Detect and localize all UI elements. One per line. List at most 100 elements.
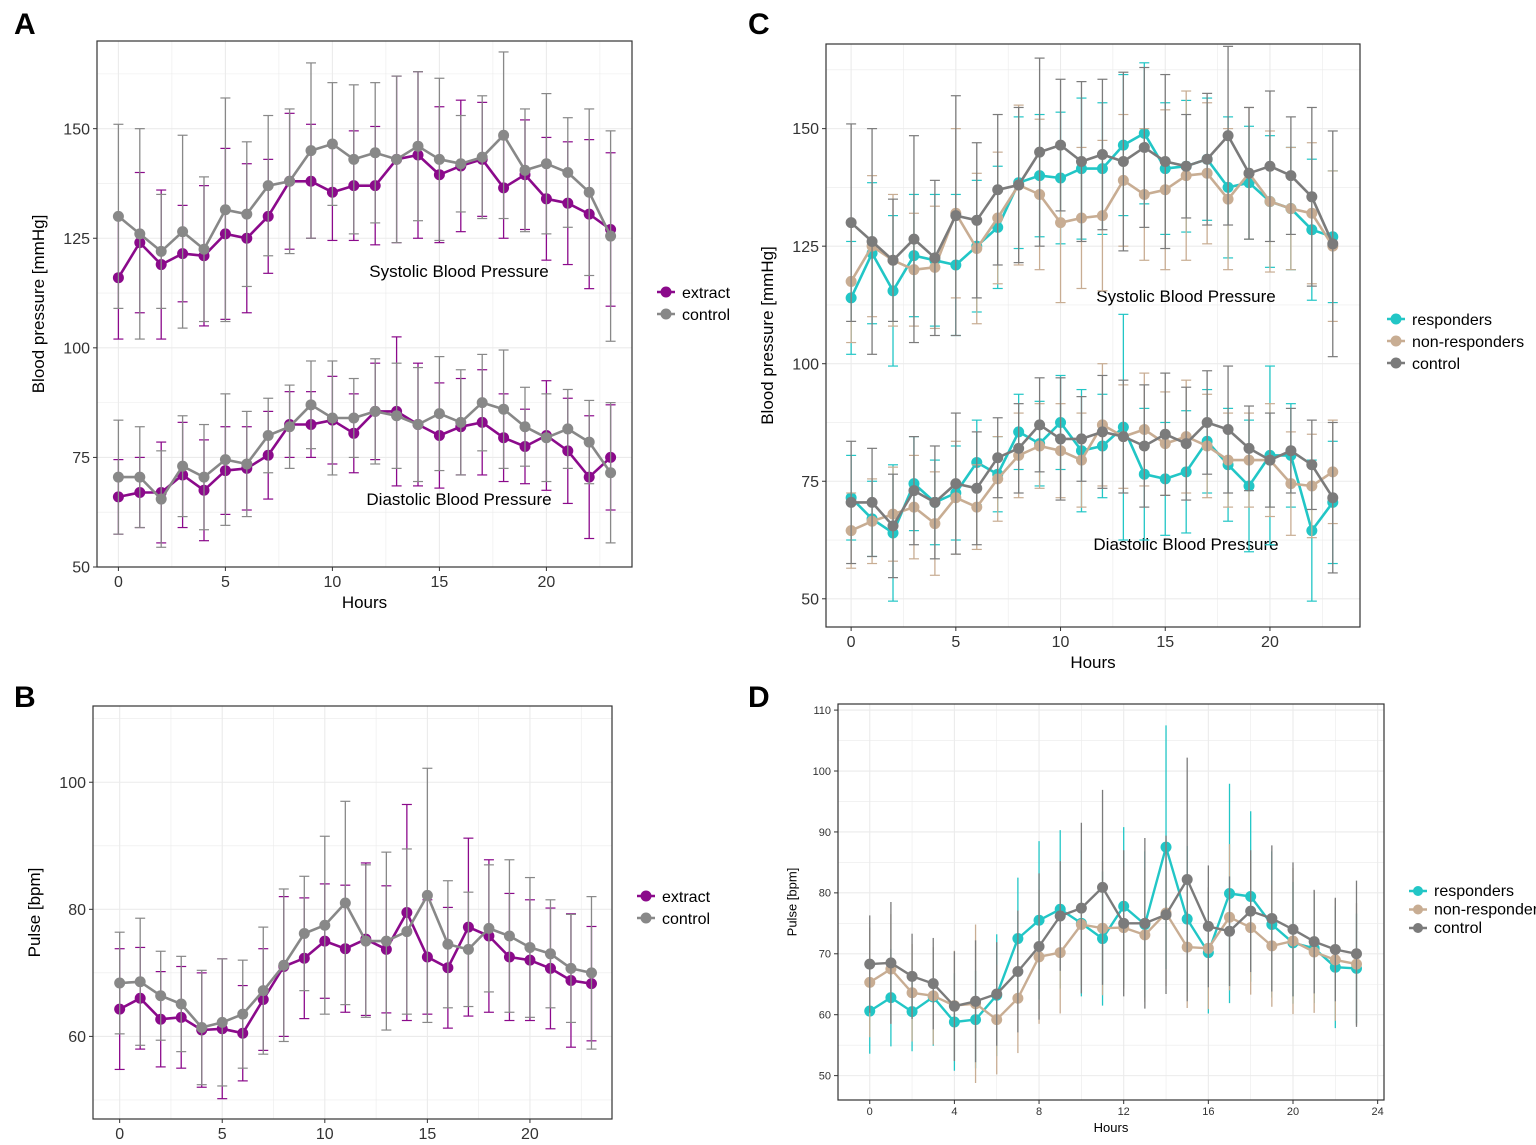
data-point bbox=[1138, 440, 1150, 452]
data-point bbox=[1013, 179, 1025, 191]
legend-label: non-responders bbox=[1434, 901, 1536, 918]
data-point bbox=[134, 471, 146, 483]
data-point bbox=[198, 471, 210, 483]
legend-item-control: control bbox=[657, 307, 730, 324]
plot-border bbox=[92, 705, 613, 1120]
data-point bbox=[519, 421, 531, 433]
legend-label: extract bbox=[682, 285, 731, 302]
data-point bbox=[1013, 442, 1025, 454]
x-tick-label: 8 bbox=[1036, 1106, 1042, 1118]
data-point bbox=[503, 930, 515, 942]
x-tick-label: 0 bbox=[115, 1126, 124, 1143]
x-tick-label: 20 bbox=[538, 574, 556, 591]
data-point bbox=[498, 403, 510, 415]
data-point bbox=[1266, 912, 1278, 924]
legend-item-responders: responders bbox=[1409, 883, 1514, 900]
legend-label: responders bbox=[1412, 312, 1492, 329]
legend-item-control: control bbox=[637, 911, 710, 928]
data-point bbox=[1096, 148, 1108, 160]
data-point bbox=[1285, 170, 1297, 182]
data-point bbox=[908, 485, 920, 497]
data-point bbox=[278, 959, 290, 971]
data-point bbox=[991, 988, 1003, 1000]
x-tick-label: 0 bbox=[847, 634, 856, 651]
x-axis-title: Hours bbox=[342, 593, 387, 612]
data-point bbox=[1117, 431, 1129, 443]
data-point bbox=[1160, 909, 1172, 921]
data-point bbox=[155, 990, 167, 1002]
data-point bbox=[391, 410, 403, 422]
annotation-diastolic: Diastolic Blood Pressure bbox=[366, 490, 551, 509]
y-tick-label: 70 bbox=[819, 949, 831, 961]
data-point bbox=[305, 145, 317, 157]
legend-label: control bbox=[1434, 920, 1482, 937]
data-point bbox=[908, 233, 920, 245]
x-axis-title: Hours bbox=[1070, 653, 1115, 672]
plot-border bbox=[837, 703, 1385, 1101]
data-point bbox=[284, 175, 296, 187]
data-point bbox=[971, 482, 983, 494]
data-point bbox=[360, 935, 372, 947]
data-point bbox=[476, 397, 488, 409]
data-point bbox=[1306, 191, 1318, 203]
data-point bbox=[1245, 905, 1257, 917]
y-tick-label: 125 bbox=[792, 239, 819, 256]
data-point bbox=[112, 471, 124, 483]
x-tick-label: 20 bbox=[521, 1126, 539, 1143]
data-point bbox=[524, 941, 536, 953]
data-point bbox=[1075, 902, 1087, 914]
data-point bbox=[1243, 442, 1255, 454]
data-point bbox=[369, 147, 381, 159]
x-tick-label: 0 bbox=[114, 574, 123, 591]
data-point bbox=[1329, 944, 1341, 956]
data-point bbox=[1159, 428, 1171, 440]
legend-key-point bbox=[660, 286, 672, 298]
data-point bbox=[1118, 917, 1130, 929]
data-layer bbox=[864, 725, 1362, 1083]
y-tick-label: 150 bbox=[792, 121, 819, 138]
data-point bbox=[175, 998, 187, 1010]
data-point bbox=[391, 153, 403, 165]
data-point bbox=[562, 423, 574, 435]
data-point bbox=[1285, 445, 1297, 457]
y-axis-title: Blood pressure [mmHg] bbox=[29, 215, 48, 394]
data-point bbox=[1201, 416, 1213, 428]
data-point bbox=[476, 151, 488, 163]
data-point bbox=[1034, 146, 1046, 158]
data-point bbox=[1139, 917, 1151, 929]
y-tick-label: 150 bbox=[63, 121, 90, 138]
data-point bbox=[433, 408, 445, 420]
data-point bbox=[1350, 948, 1362, 960]
data-point bbox=[1306, 459, 1318, 471]
x-tick-label: 15 bbox=[418, 1126, 436, 1143]
data-point bbox=[112, 210, 124, 222]
data-point bbox=[1055, 139, 1067, 151]
y-axis-title: Pulse [bpm] bbox=[785, 868, 800, 937]
legend-label: extract bbox=[662, 889, 711, 906]
series-control-systolic bbox=[112, 51, 617, 342]
x-tick-label: 10 bbox=[316, 1126, 334, 1143]
plot-background bbox=[826, 44, 1360, 627]
data-point bbox=[605, 467, 617, 479]
data-point bbox=[284, 421, 296, 433]
annotation-systolic: Systolic Blood Pressure bbox=[369, 262, 549, 281]
legend-key-point bbox=[1390, 335, 1402, 347]
data-point bbox=[462, 943, 474, 955]
legend-item-responders: responders bbox=[1387, 312, 1492, 329]
data-point bbox=[540, 432, 552, 444]
panel-B: B051015206080100HoursPulse [bpm]extractc… bbox=[14, 681, 711, 1143]
data-point bbox=[1224, 925, 1236, 937]
y-tick-label: 50 bbox=[819, 1070, 831, 1082]
data-point bbox=[196, 1022, 208, 1034]
legend-item-extract: extract bbox=[657, 285, 731, 302]
legend-item-non-responders: non-responders bbox=[1409, 901, 1536, 918]
data-point bbox=[219, 204, 231, 216]
data-point bbox=[241, 208, 253, 220]
data-point bbox=[864, 958, 876, 970]
y-tick-label: 80 bbox=[68, 902, 86, 919]
data-point bbox=[1180, 160, 1192, 172]
data-point bbox=[1243, 167, 1255, 179]
data-point bbox=[866, 235, 878, 247]
data-point bbox=[401, 926, 413, 938]
data-point bbox=[1327, 492, 1339, 504]
